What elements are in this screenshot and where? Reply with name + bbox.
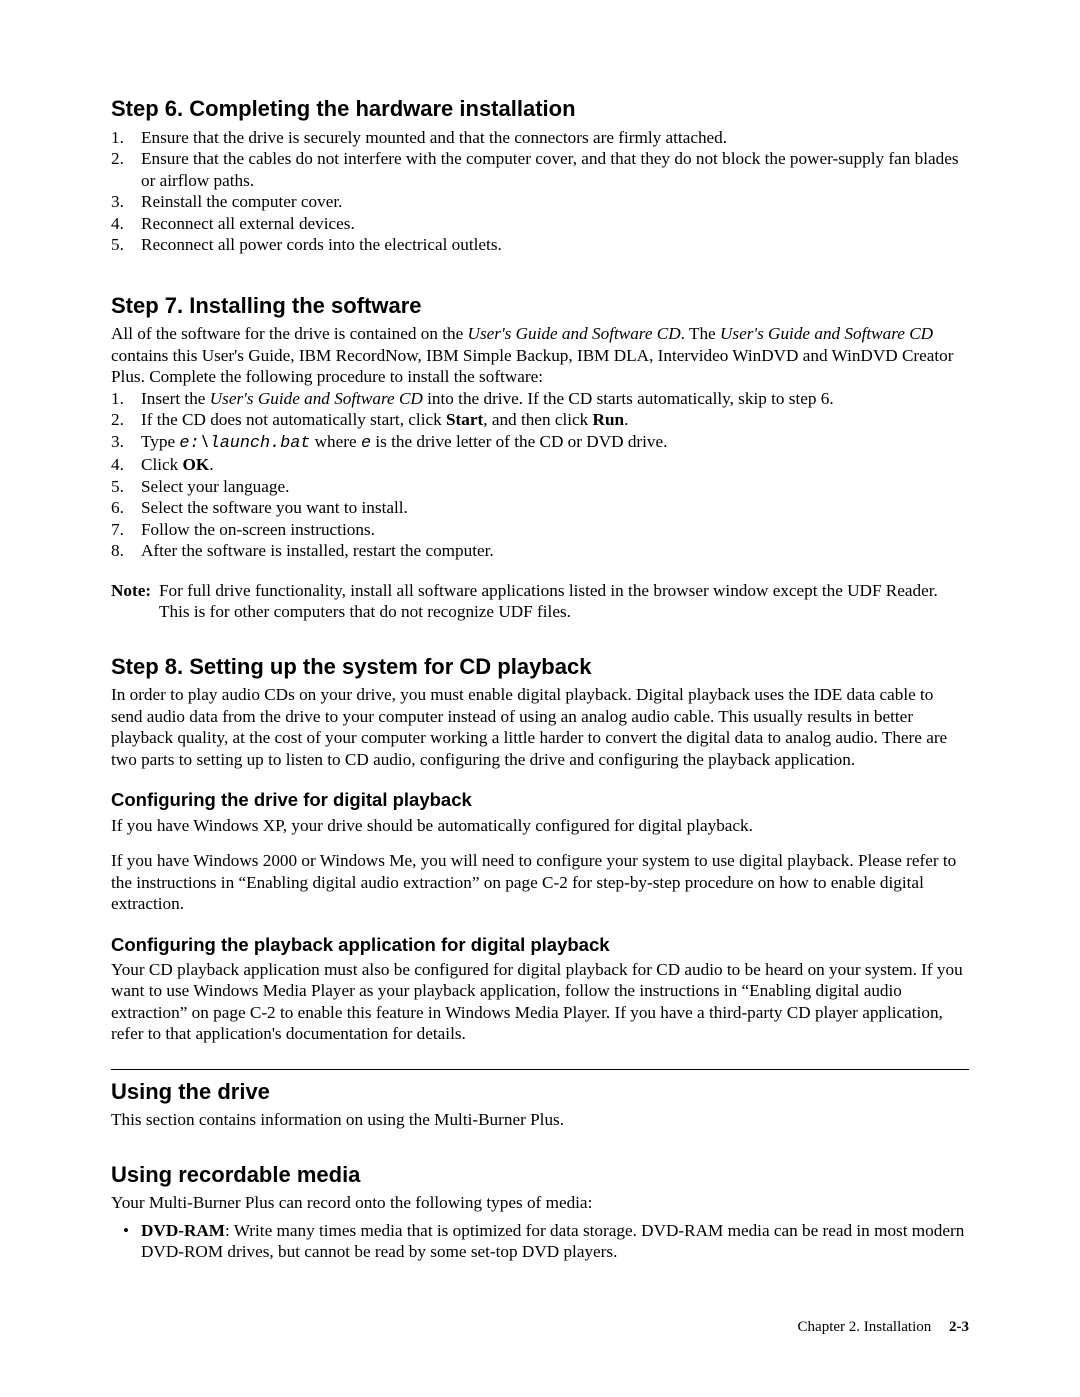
text: All of the software for the drive is con… — [111, 324, 468, 343]
step8-sub1-p1: If you have Windows XP, your drive shoul… — [111, 815, 969, 837]
text-italic: User's Guide and Software CD — [468, 324, 681, 343]
text: . — [624, 410, 628, 429]
step6-heading: Step 6. Completing the hardware installa… — [111, 95, 969, 123]
note-label: Note: — [111, 580, 159, 602]
text-bold: Run — [593, 410, 625, 429]
text-mono: e:\launch.bat — [179, 434, 310, 453]
text: is the drive letter of the CD or DVD dri… — [371, 432, 667, 451]
text: Type — [141, 432, 179, 451]
step8-sub1-p2: If you have Windows 2000 or Windows Me, … — [111, 850, 969, 915]
step7-list: Insert the User's Guide and Software CD … — [111, 388, 969, 562]
list-item: Follow the on-screen instructions. — [141, 519, 969, 541]
list-item: Ensure that the drive is securely mounte… — [141, 127, 969, 149]
text-bold: OK — [183, 455, 210, 474]
page-footer: Chapter 2. Installation 2-3 — [798, 1318, 969, 1337]
text-bold: DVD-RAM — [141, 1221, 225, 1240]
footer-chapter: Chapter 2. Installation — [798, 1319, 932, 1335]
step7-heading: Step 7. Installing the software — [111, 292, 969, 320]
section-rule — [111, 1069, 969, 1070]
step7-intro: All of the software for the drive is con… — [111, 323, 969, 388]
note-body: For full drive functionality, install al… — [159, 580, 969, 623]
step8-intro: In order to play audio CDs on your drive… — [111, 684, 969, 770]
list-item: Reinstall the computer cover. — [141, 191, 969, 213]
text: If the CD does not automatically start, … — [141, 410, 446, 429]
text-mono: e — [361, 434, 371, 453]
text: . — [209, 455, 213, 474]
recordable-heading: Using recordable media — [111, 1161, 969, 1189]
text: contains this User's Guide, IBM RecordNo… — [111, 346, 954, 387]
text-italic: User's Guide and Software CD — [720, 324, 933, 343]
text: into the drive. If the CD starts automat… — [423, 389, 834, 408]
using-drive-heading: Using the drive — [111, 1078, 969, 1106]
step8-sub2-heading: Configuring the playback application for… — [111, 933, 969, 956]
recordable-p: Your Multi-Burner Plus can record onto t… — [111, 1192, 969, 1214]
list-item: Type e:\launch.bat where e is the drive … — [141, 431, 969, 455]
document-page: Step 6. Completing the hardware installa… — [0, 0, 1080, 1397]
step8-heading: Step 8. Setting up the system for CD pla… — [111, 653, 969, 681]
recordable-list: DVD-RAM: Write many times media that is … — [111, 1220, 969, 1263]
text: Insert the — [141, 389, 210, 408]
list-item: Select the software you want to install. — [141, 497, 969, 519]
note: Note: For full drive functionality, inst… — [111, 580, 969, 623]
text: : Write many times media that is optimiz… — [141, 1221, 964, 1262]
list-item: After the software is installed, restart… — [141, 540, 969, 562]
using-drive-p: This section contains information on usi… — [111, 1109, 969, 1131]
list-item: Insert the User's Guide and Software CD … — [141, 388, 969, 410]
list-item: Click OK. — [141, 454, 969, 476]
list-item: Reconnect all external devices. — [141, 213, 969, 235]
text: , and then click — [483, 410, 592, 429]
list-item: Reconnect all power cords into the elect… — [141, 234, 969, 256]
text: Click — [141, 455, 183, 474]
step8-sub1-heading: Configuring the drive for digital playba… — [111, 788, 969, 811]
list-item: Ensure that the cables do not interfere … — [141, 148, 969, 191]
list-item: Select your language. — [141, 476, 969, 498]
text-bold: Start — [446, 410, 483, 429]
list-item: DVD-RAM: Write many times media that is … — [141, 1220, 969, 1263]
step6-list: Ensure that the drive is securely mounte… — [111, 127, 969, 256]
text: where — [310, 432, 361, 451]
text-italic: User's Guide and Software CD — [210, 389, 423, 408]
step8-sub2-p1: Your CD playback application must also b… — [111, 959, 969, 1045]
text: . The — [681, 324, 720, 343]
list-item: If the CD does not automatically start, … — [141, 409, 969, 431]
footer-page-number: 2-3 — [949, 1319, 969, 1335]
